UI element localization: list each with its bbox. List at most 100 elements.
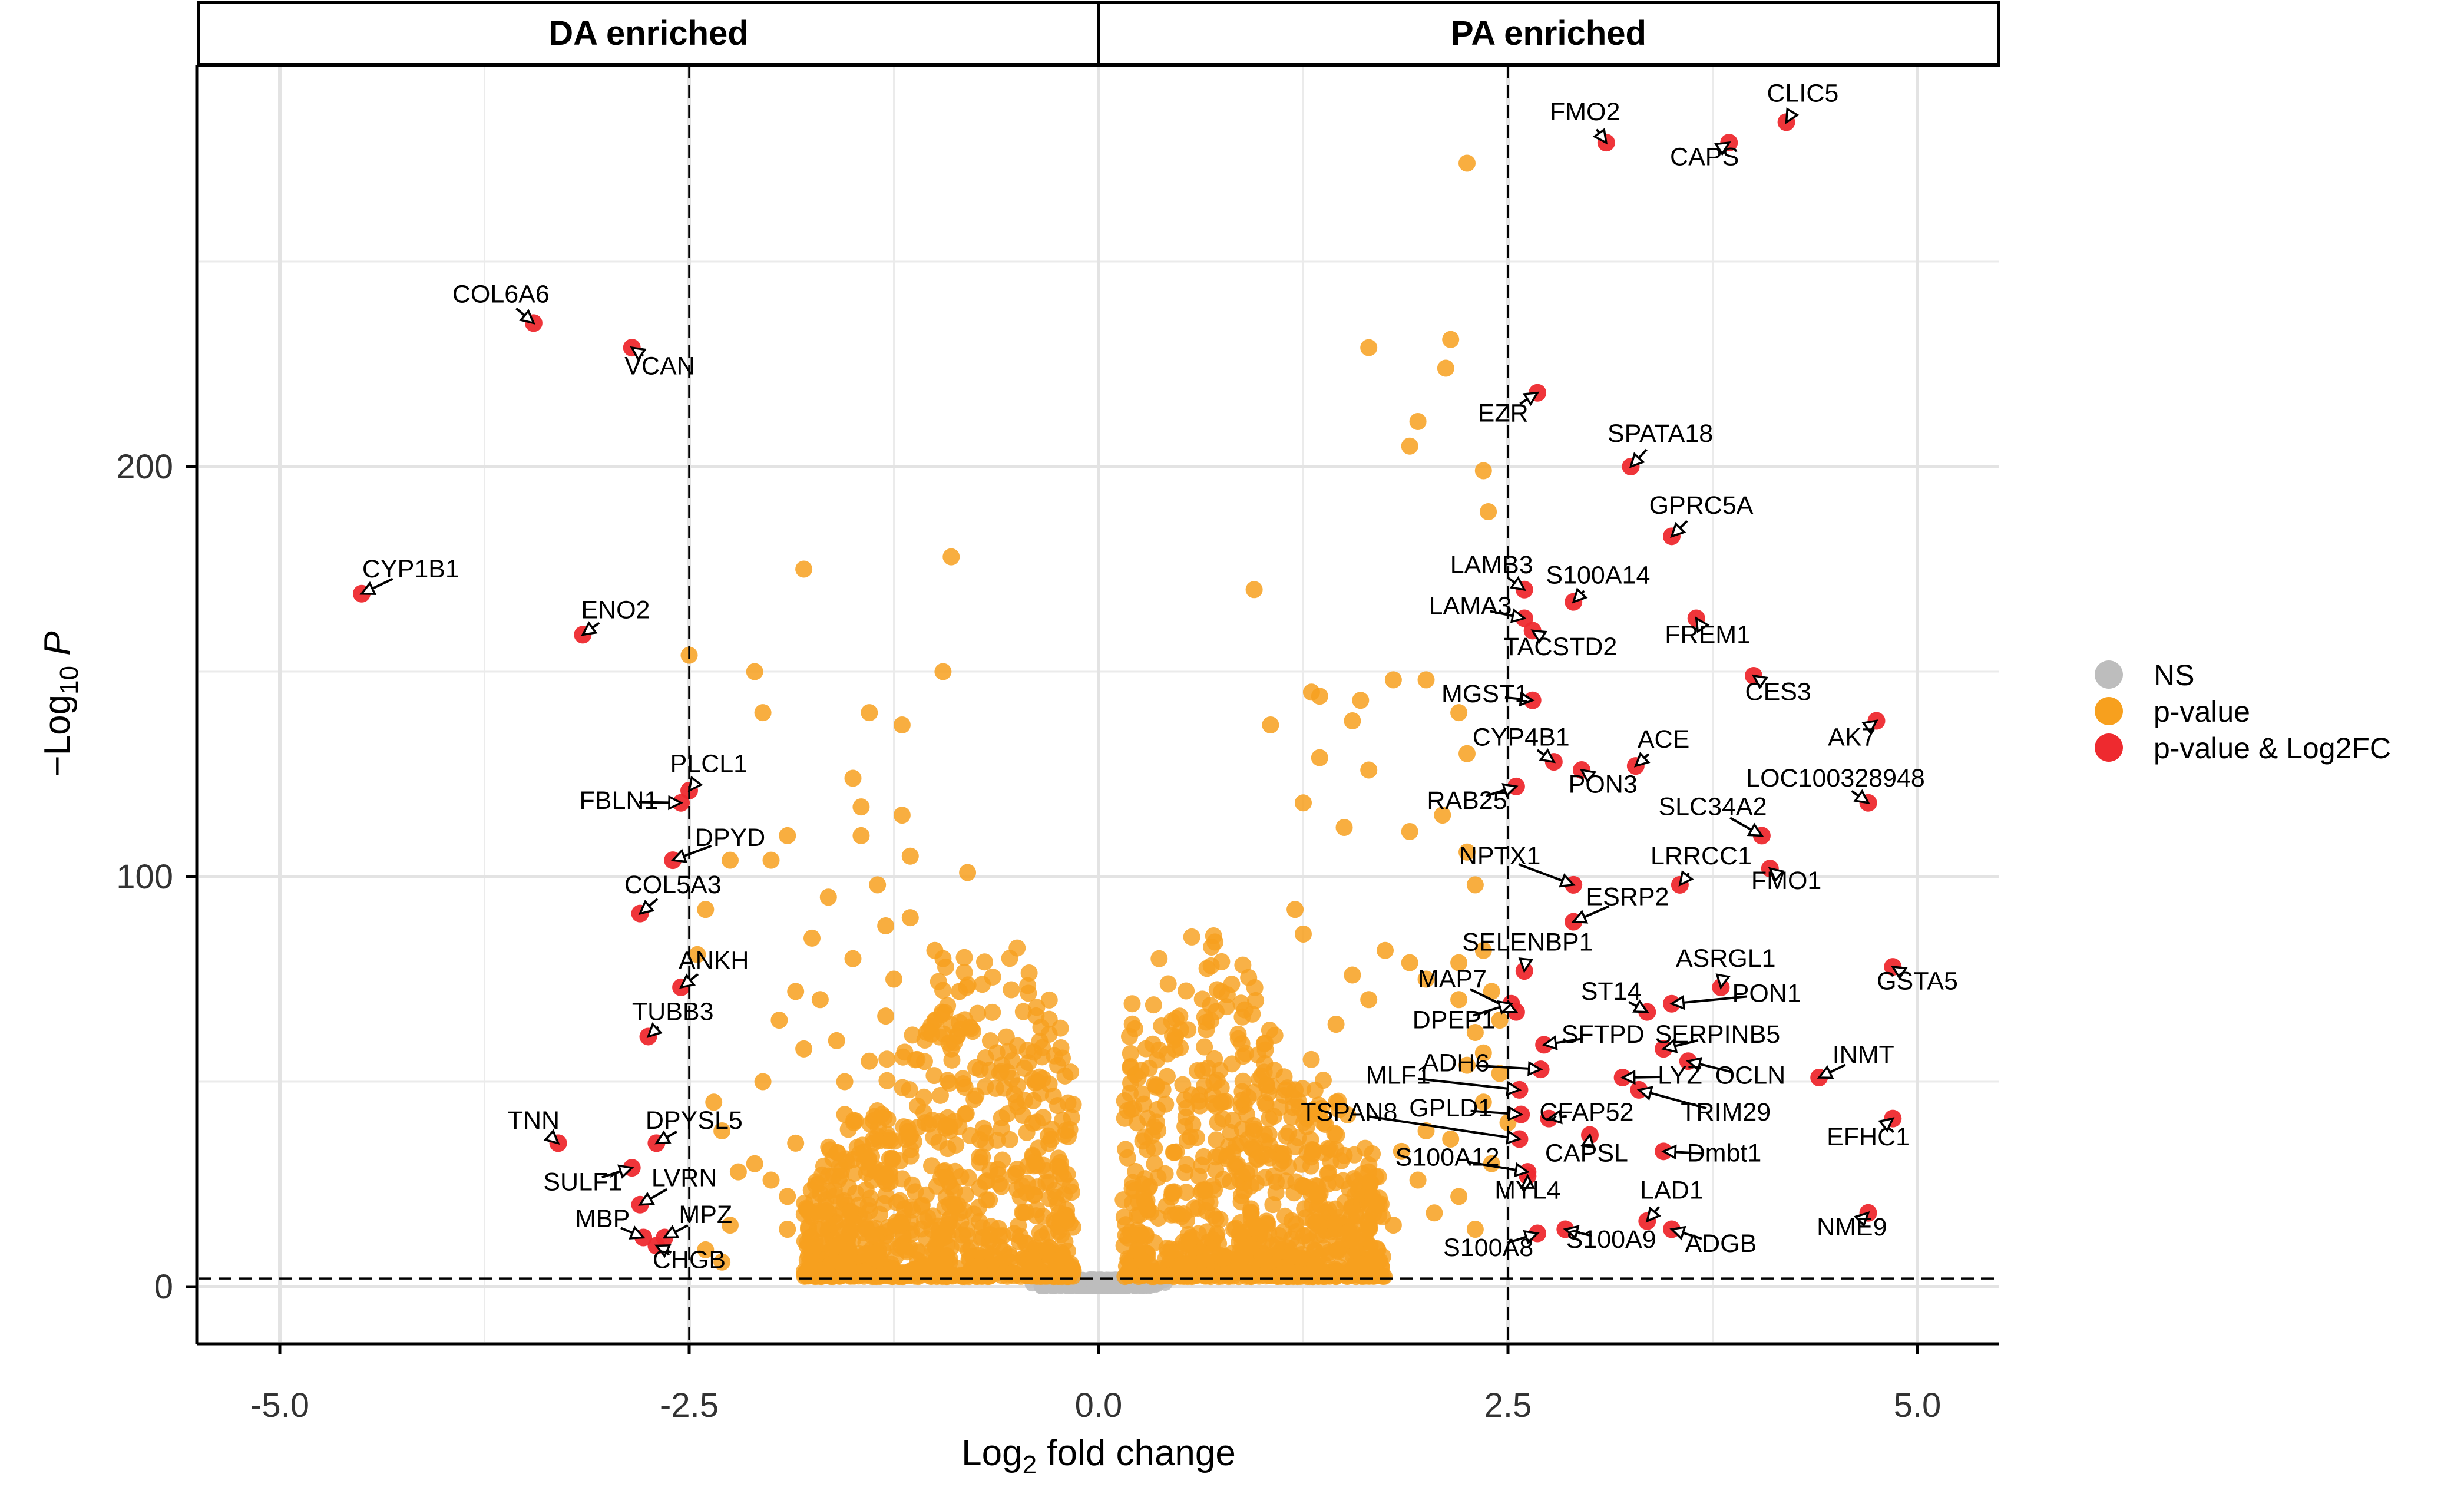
pvalue-point xyxy=(1360,991,1378,1009)
pvalue-point xyxy=(1360,1163,1378,1181)
facet-label-da: DA enriched xyxy=(548,14,748,52)
label-arrowhead xyxy=(1714,141,1731,156)
pvalue-point xyxy=(779,1221,796,1238)
label-arrow-line xyxy=(1418,1078,1513,1091)
label-arrowhead xyxy=(1645,1206,1662,1223)
pvalue-point xyxy=(1279,1267,1297,1285)
gene-label-lyz: LYZ xyxy=(1658,1061,1702,1089)
pvalue-point xyxy=(1384,671,1402,689)
pvalue-point xyxy=(852,827,870,844)
gene-label-spata18: SPATA18 xyxy=(1608,419,1713,448)
pvalue-point xyxy=(1020,984,1037,1002)
pvalue-point xyxy=(857,1218,875,1236)
pvalue-point xyxy=(1147,1078,1165,1096)
pvalue-point xyxy=(1262,716,1279,733)
pvalue-point xyxy=(1011,1188,1029,1206)
pvalue-point xyxy=(1218,998,1235,1016)
label-arrowhead xyxy=(1522,391,1540,407)
gene-label-selenbp1: SELENBP1 xyxy=(1462,928,1593,956)
pvalue-point xyxy=(1450,954,1468,971)
label-arrowhead xyxy=(1890,966,1908,980)
label-arrowhead xyxy=(1768,867,1785,883)
pvalue-point xyxy=(1286,1081,1304,1099)
gene-label-lamb3: LAMB3 xyxy=(1450,551,1533,579)
label-arrow-line xyxy=(1470,1109,1514,1115)
pvalue-point xyxy=(795,1040,813,1058)
pvalue-point xyxy=(754,1073,772,1091)
pvalue-point xyxy=(1018,1175,1036,1192)
pvalue-point xyxy=(1265,1108,1282,1125)
pvalue-point xyxy=(811,991,829,1009)
pvalue-point xyxy=(1063,1109,1080,1126)
label-arrowhead xyxy=(1506,1080,1522,1096)
label-arrowhead xyxy=(1520,1174,1536,1189)
label-arrowhead xyxy=(1501,783,1519,798)
pvalue-point xyxy=(839,1121,857,1138)
label-arrowhead xyxy=(1530,629,1547,644)
pvalue-point xyxy=(1393,1142,1410,1160)
pvalue-point xyxy=(1364,1145,1381,1162)
pvalue-point xyxy=(802,1181,820,1199)
legend-label-1: p-value xyxy=(2154,695,2250,728)
pvalue-point xyxy=(1234,1047,1252,1065)
label-arrowhead xyxy=(617,1164,634,1179)
pvalue-point xyxy=(1286,901,1304,918)
pvalue-point xyxy=(1114,1191,1132,1209)
pvalue-point xyxy=(893,716,911,733)
pvalue-point xyxy=(1437,359,1454,377)
pvalue-point xyxy=(836,1073,854,1091)
pvalue-point xyxy=(1146,1265,1164,1283)
gene-label-adh6: ADH6 xyxy=(1422,1049,1490,1078)
pvalue-point xyxy=(1466,1023,1484,1041)
pvalue-point xyxy=(1203,938,1221,956)
label-arrowhead xyxy=(359,581,377,595)
pvalue-point xyxy=(1176,1091,1193,1109)
pvalue-point xyxy=(1344,966,1361,984)
gene-label-gpld1: GPLD1 xyxy=(1409,1094,1492,1122)
pvalue-point xyxy=(1327,1237,1345,1254)
label-arrowhead xyxy=(1633,751,1651,768)
pvalue-point xyxy=(815,1265,833,1283)
pvalue-point xyxy=(1128,1242,1146,1260)
pvalue-point xyxy=(1368,1196,1386,1214)
pvalue-point xyxy=(1178,1184,1195,1201)
pvalue-point xyxy=(841,1207,859,1225)
pvalue-point xyxy=(801,1253,819,1271)
pvalue-point xyxy=(998,1063,1016,1081)
axes: -5.0 -2.5 0.0 2.5 5.0 0 100 200 xyxy=(116,65,1999,1425)
pvalue-point xyxy=(1255,1063,1273,1081)
pvalue-point xyxy=(994,1151,1011,1169)
label-arrowhead xyxy=(1563,1225,1580,1240)
pvalue-point xyxy=(878,1072,896,1089)
pvalue-point xyxy=(1033,1048,1051,1066)
pvalue-point xyxy=(1442,1130,1460,1148)
pvalue-point xyxy=(1401,822,1418,840)
pvalue-point xyxy=(1197,1253,1215,1270)
pvalue-point xyxy=(1286,1138,1304,1155)
y-tick-label: 0 xyxy=(154,1268,173,1306)
pvalue-point xyxy=(1401,954,1418,971)
label-arrowhead xyxy=(1636,1086,1653,1101)
label-arrowhead xyxy=(662,1225,680,1239)
pvalue-point xyxy=(894,1079,911,1096)
pvalue-point xyxy=(1233,1008,1251,1026)
pvalue-point xyxy=(1360,761,1378,779)
pvalue-point xyxy=(1016,1092,1034,1109)
gene-label-lvrn: LVRN xyxy=(651,1164,717,1192)
pvalue-point xyxy=(825,1181,843,1198)
label-arrowhead xyxy=(1518,957,1534,973)
pvalue-point xyxy=(1241,1162,1258,1180)
pvalue-point xyxy=(1302,683,1320,701)
pvalue-point xyxy=(892,1215,910,1232)
pvalue-point xyxy=(1123,1015,1141,1033)
pvalue-point xyxy=(1283,1108,1301,1126)
label-arrow-line xyxy=(1694,1062,1731,1073)
label-arrowhead xyxy=(1695,616,1710,633)
label-arrowhead xyxy=(1669,994,1685,1010)
pvalue-point xyxy=(713,1122,731,1140)
pvalue-point xyxy=(1491,1065,1509,1082)
pvalue-point xyxy=(925,1067,943,1085)
pvalue-point xyxy=(697,901,715,918)
pvalue-point xyxy=(844,769,862,787)
label-arrowhead xyxy=(1670,521,1686,538)
